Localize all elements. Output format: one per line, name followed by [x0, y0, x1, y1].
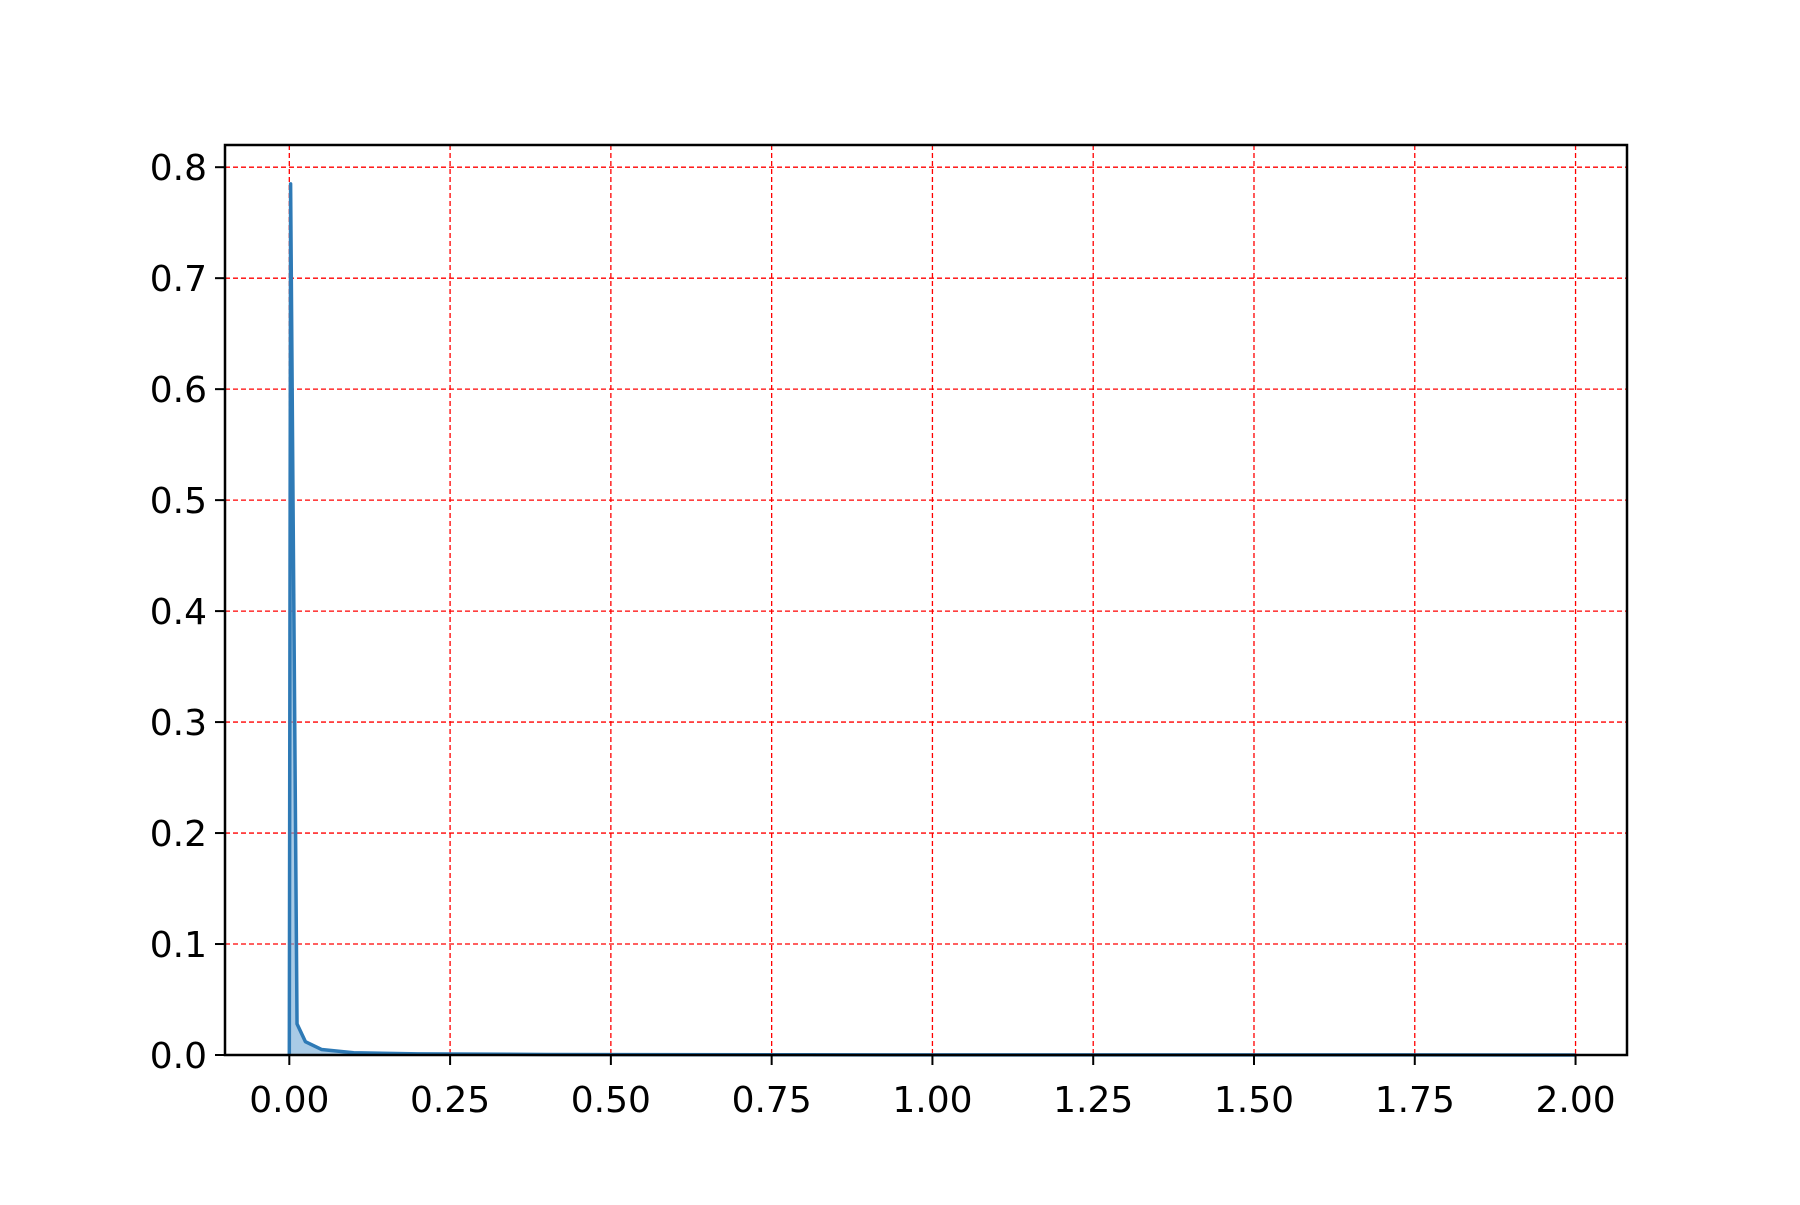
- y-tick-label: 0.8: [150, 148, 207, 189]
- y-tick-label: 0.5: [150, 481, 207, 522]
- y-tick-label: 0.1: [150, 925, 207, 966]
- x-tick-label: 2.00: [1535, 1080, 1615, 1121]
- x-tick-label: 0.25: [410, 1080, 490, 1121]
- x-tick-label: 0.00: [249, 1080, 329, 1121]
- x-tick-label: 1.00: [892, 1080, 972, 1121]
- y-tick-label: 0.2: [150, 814, 207, 855]
- x-tick-label: 1.25: [1053, 1080, 1133, 1121]
- grid-layer: [225, 145, 1627, 1056]
- y-tick-label: 0.6: [150, 370, 207, 411]
- ticks-layer: 0.00 0.25 0.50 0.75 1.00 1.25 1.50 1.75 2.00 0.0 0…: [150, 148, 1616, 1121]
- x-tick-label: 1.50: [1214, 1080, 1294, 1121]
- x-tick-label: 0.50: [571, 1080, 651, 1121]
- x-tick-label: 1.75: [1375, 1080, 1455, 1121]
- y-tick-label: 0.0: [150, 1036, 207, 1077]
- y-tick-label: 0.7: [150, 259, 207, 300]
- plot-frame: [223, 143, 1629, 1057]
- x-tick-label: 0.75: [732, 1080, 812, 1121]
- y-tick-label: 0.4: [150, 592, 207, 633]
- y-tick-label: 0.3: [150, 703, 207, 744]
